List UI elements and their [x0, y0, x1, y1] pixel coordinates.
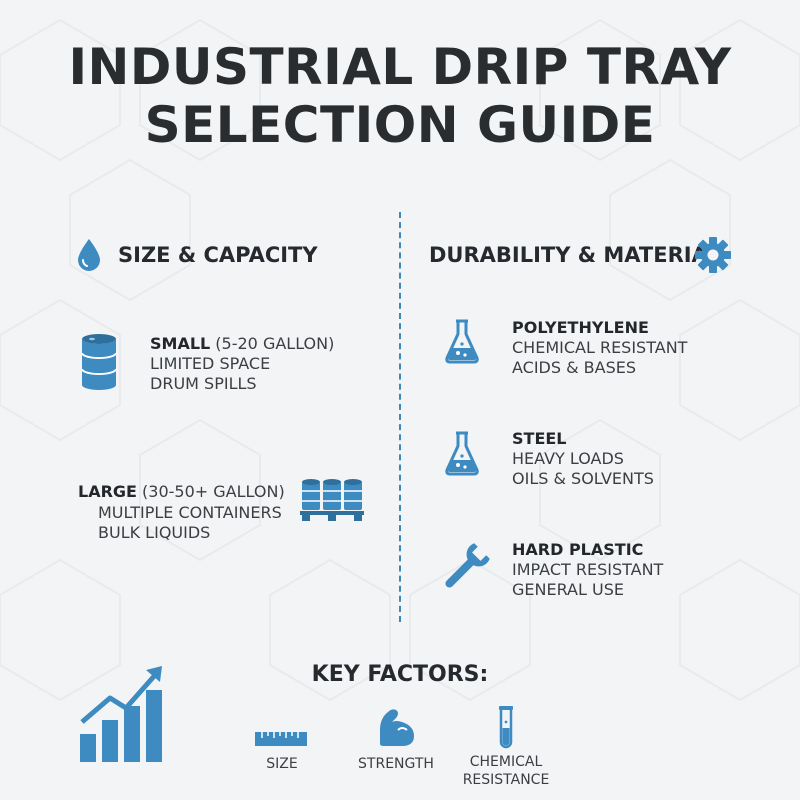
- polyethylene-line-2: ACIDS & BASES: [512, 358, 637, 377]
- factor-strength-label: STRENGTH: [358, 756, 434, 772]
- page-title: INDUSTRIAL DRIP TRAY SELECTION GUIDE: [0, 38, 800, 154]
- small-size-range: (5-20 GALLON): [210, 334, 335, 353]
- small-size-line-1: LIMITED SPACE: [150, 354, 271, 373]
- drum-icon: [81, 334, 117, 390]
- steel-line-2: OILS & SOLVENTS: [512, 469, 654, 488]
- small-size-line-2: DRUM SPILLS: [150, 374, 257, 393]
- large-size-line-2: BULK LIQUIDS: [98, 523, 211, 542]
- steel-title: STEEL: [512, 429, 567, 448]
- flexed-arm-icon: [380, 709, 414, 746]
- test-tube-icon: [499, 706, 513, 749]
- title-line-1: INDUSTRIAL DRIP TRAY: [68, 38, 732, 96]
- water-drop-icon: [78, 239, 100, 271]
- title-line-2: SELECTION GUIDE: [144, 96, 656, 154]
- polyethylene-title: POLYETHYLENE: [512, 318, 649, 337]
- hard-plastic-line-1: IMPACT RESISTANT: [512, 560, 664, 579]
- flask-icon: [445, 319, 479, 364]
- drums-on-pallet-icon: [300, 479, 364, 521]
- hard-plastic-line-2: GENERAL USE: [512, 580, 624, 599]
- factor-size-label: SIZE: [266, 756, 298, 772]
- column-divider: [399, 212, 401, 622]
- steel-item: STEEL HEAVY LOADS OILS & SOLVENTS: [512, 429, 654, 489]
- ruler-icon: [255, 732, 307, 746]
- polyethylene-item: POLYETHYLENE CHEMICAL RESISTANT ACIDS & …: [512, 318, 687, 378]
- large-size-details: MULTIPLE CONTAINERS BULK LIQUIDS: [98, 503, 282, 543]
- large-size-range: (30-50+ GALLON): [136, 482, 285, 501]
- hard-plastic-title: HARD PLASTIC: [512, 540, 644, 559]
- large-size-item: LARGE (30-50+ GALLON): [78, 482, 285, 502]
- polyethylene-line-1: CHEMICAL RESISTANT: [512, 338, 688, 357]
- durability-material-heading: DURABILITY & MATERIAL: [429, 243, 722, 267]
- small-size-label: SMALL: [150, 334, 211, 353]
- large-size-line-1: MULTIPLE CONTAINERS: [98, 503, 282, 522]
- wrench-icon: [445, 543, 490, 588]
- steel-line-1: HEAVY LOADS: [512, 449, 624, 468]
- small-size-item: SMALL (5-20 GALLON) LIMITED SPACE DRUM S…: [150, 334, 334, 394]
- key-factors-heading: KEY FACTORS:: [311, 662, 489, 687]
- large-size-label: LARGE: [78, 482, 137, 501]
- hard-plastic-item: HARD PLASTIC IMPACT RESISTANT GENERAL US…: [512, 540, 663, 600]
- factor-chemical-resistance-label: CHEMICAL RESISTANCE: [462, 754, 550, 788]
- growth-chart-icon: [80, 666, 162, 762]
- flask-icon: [445, 431, 479, 476]
- gear-icon: [695, 237, 731, 273]
- size-capacity-heading: SIZE & CAPACITY: [118, 243, 318, 267]
